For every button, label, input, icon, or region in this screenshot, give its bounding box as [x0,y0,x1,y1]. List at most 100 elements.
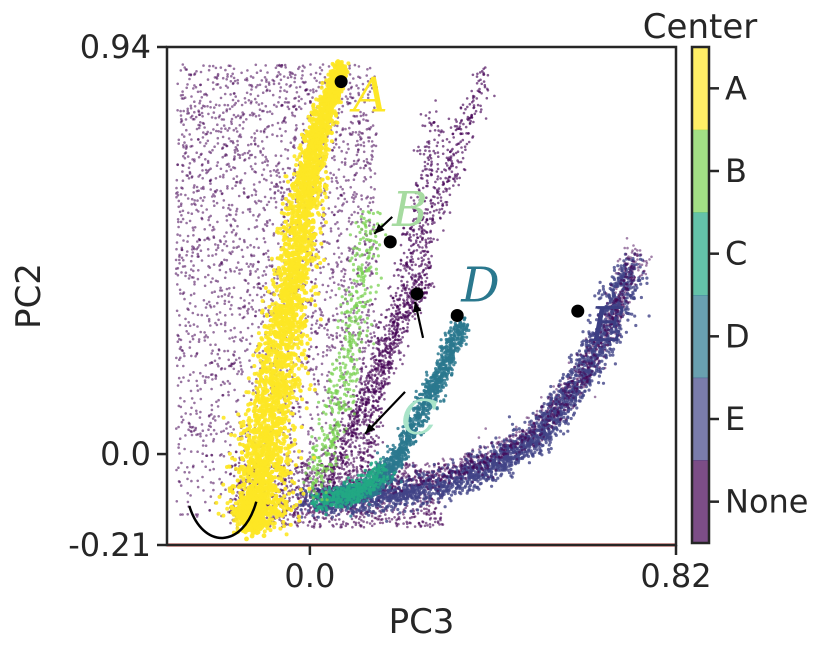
data-point [189,494,192,497]
data-point [364,403,368,407]
data-point [433,512,437,515]
data-point [418,272,422,275]
data-point [445,138,449,141]
data-point [217,398,220,402]
data-point [196,485,200,489]
data-point [226,73,229,76]
data-point [189,293,193,297]
data-point [365,158,369,161]
data-point [308,455,312,459]
data-point [357,521,361,525]
data-point [428,522,432,526]
data-point [207,216,211,219]
data-point [320,68,324,72]
data-point [233,155,236,158]
data-point [206,314,209,318]
data-point [230,117,234,121]
data-point [176,218,180,221]
data-point [360,95,364,99]
data-point [231,98,235,102]
data-point [419,176,423,180]
data-point [199,249,203,252]
data-point [482,80,486,83]
data-point [300,462,303,465]
data-point [285,90,289,94]
data-point [450,170,454,173]
data-point [373,439,377,443]
data-point [214,343,217,347]
data-point [389,345,393,349]
data-point [369,208,373,212]
data-point [482,73,486,76]
data-point [298,65,301,69]
data-point [293,80,296,84]
data-point [453,124,457,128]
data-point [427,241,431,244]
data-point [408,516,412,520]
data-point [420,256,424,260]
data-point [404,310,408,314]
data-point [221,192,224,195]
data-point [397,318,400,321]
data-point [334,476,338,480]
data-point [197,126,201,130]
data-point [282,75,286,78]
data-point [276,277,279,280]
data-point [337,227,340,230]
data-point [423,160,427,164]
data-point [363,447,366,450]
data-point [371,352,375,355]
data-point [364,390,367,394]
data-point [342,447,345,450]
data-point [223,154,227,157]
data-point [176,364,179,368]
data-point [391,296,395,300]
data-point [327,513,331,517]
data-point [262,168,266,171]
data-point [286,148,290,152]
data-point [211,417,215,420]
data-point [315,79,318,83]
data-point [177,404,181,408]
data-point [385,308,389,312]
data-point [234,180,238,184]
data-point [177,199,181,203]
data-point [203,126,206,129]
data-point [365,321,369,325]
data-point [344,268,347,272]
data-point [301,122,305,126]
data-point [406,301,410,304]
data-point [294,467,297,471]
data-point [354,195,357,198]
data-point [238,313,242,316]
data-point [463,168,467,172]
data-point [213,204,216,207]
data-point [412,242,416,246]
data-point [188,373,192,377]
data-point [222,454,226,458]
data-point [415,249,419,252]
data-point [264,155,268,159]
data-point [425,276,429,280]
data-point [597,374,602,378]
data-point [394,309,398,313]
data-point [430,169,434,172]
data-point [252,263,255,266]
data-point [323,224,326,227]
data-point [402,284,406,288]
data-point [260,322,263,326]
data-point [407,272,411,275]
data-point [301,69,304,73]
data-point [205,434,208,437]
data-point [360,311,364,314]
data-point [341,411,344,415]
data-point [230,295,234,299]
data-point [211,378,214,381]
data-point [241,370,244,374]
data-point [196,450,199,454]
data-point [284,148,287,151]
data-point [190,203,194,206]
data-point [215,188,219,192]
data-point [264,282,268,285]
data-point [309,263,313,267]
